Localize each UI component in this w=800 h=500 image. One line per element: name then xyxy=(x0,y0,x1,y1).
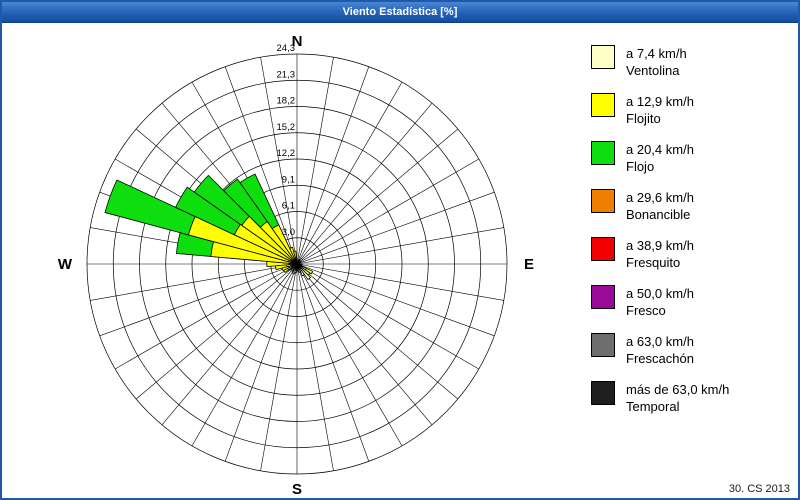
wind-petal-segment xyxy=(294,256,298,265)
legend-item-flojo: a 20,4 km/h Flojo xyxy=(591,141,786,175)
wind-petal-segment xyxy=(296,261,302,265)
grid-spoke xyxy=(99,263,298,337)
wind-petal-segment xyxy=(296,263,305,277)
grid-spoke xyxy=(224,66,298,265)
grid-spoke xyxy=(296,128,459,265)
grid-spoke xyxy=(161,263,298,426)
grid-spoke xyxy=(296,263,403,447)
compass-west-label: W xyxy=(58,256,73,273)
legend-swatch-temporal xyxy=(591,381,615,405)
compass-east-label: E xyxy=(524,256,534,273)
legend-swatch-fresquito xyxy=(591,237,615,261)
grid-spoke xyxy=(90,263,298,301)
grid-spoke xyxy=(296,263,504,301)
legend-swatch-flojo xyxy=(591,141,615,165)
grid-spoke xyxy=(296,102,433,265)
chart-area: 3,0 6,1 9,1 12,2 15,2 18,2 21,3 24,3 N S W E a 7,4 … xyxy=(2,23,798,498)
legend-item-bonancible: a 29,6 km/h Bonancible xyxy=(591,189,786,223)
legend-swatch-flojito xyxy=(591,93,615,117)
legend-speed-label: a 20,4 km/h xyxy=(626,142,694,157)
compass-south-label: S xyxy=(292,481,302,498)
grid-spoke xyxy=(260,263,298,471)
legend-swatch-fresco xyxy=(591,285,615,309)
legend-swatch-frescachon xyxy=(591,333,615,357)
legend-speed-label: a 38,9 km/h xyxy=(626,238,694,253)
legend-name-label: Fresco xyxy=(626,303,666,318)
legend-speed-label: a 12,9 km/h xyxy=(626,94,694,109)
wind-petal-segment xyxy=(296,263,311,280)
legend-name-label: Fresquito xyxy=(626,255,681,270)
ring-label: 24,3 xyxy=(277,43,296,54)
legend-swatch-ventolina xyxy=(591,45,615,69)
grid-spoke xyxy=(224,263,298,462)
wind-rose-chart: 3,0 6,1 9,1 12,2 15,2 18,2 21,3 24,3N S W E xyxy=(58,33,534,498)
ring-label: 9,1 xyxy=(282,174,295,185)
ring-label: 15,2 xyxy=(277,122,296,133)
legend-item-flojito: a 12,9 km/h Flojito xyxy=(591,93,786,127)
legend-name-label: Flojito xyxy=(626,111,661,126)
wind-petal-segment xyxy=(296,258,301,265)
ring-label: 21,3 xyxy=(277,69,296,80)
ring-label: 3,0 xyxy=(282,227,295,238)
legend-speed-label: más de 63,0 km/h xyxy=(626,382,730,397)
grid-spoke xyxy=(296,263,459,400)
grid-spoke xyxy=(135,263,298,400)
grid-spoke xyxy=(296,227,504,265)
grid-spoke xyxy=(296,191,495,265)
grid-spoke xyxy=(296,66,370,265)
grid-spoke xyxy=(114,263,298,370)
legend-name-label: Flojo xyxy=(626,159,655,174)
legend-speed-label: a 7,4 km/h xyxy=(626,46,687,61)
grid-spoke xyxy=(296,263,334,471)
footer-credit: 30. CS 2013 xyxy=(728,483,790,495)
legend-item-frescachon: a 63,0 km/h Frescachón xyxy=(591,333,786,367)
grid-spoke xyxy=(296,263,495,337)
legend-name-label: Temporal xyxy=(626,399,680,414)
grid-spoke xyxy=(191,263,298,447)
legend-name-label: Bonancible xyxy=(626,207,691,222)
grid-spoke xyxy=(296,263,480,370)
legend: a 7,4 km/h Ventolina a 12,9 km/h Flojito a 2… xyxy=(591,45,786,429)
wind-petal-segment xyxy=(286,263,298,268)
legend-swatch-bonancible xyxy=(591,189,615,213)
legend-name-label: Ventolina xyxy=(626,63,680,78)
grid-spoke xyxy=(296,263,370,462)
wind-petal-segment xyxy=(271,224,298,265)
title-bar: Viento Estadística [%] xyxy=(2,2,798,23)
grid-spoke xyxy=(296,57,334,265)
legend-speed-label: a 63,0 km/h xyxy=(626,334,694,349)
legend-speed-label: a 50,0 km/h xyxy=(626,286,694,301)
ring-label: 18,2 xyxy=(277,96,296,107)
ring-label: 6,1 xyxy=(282,201,295,212)
grid-spoke xyxy=(260,57,298,265)
ring-label: 12,2 xyxy=(277,148,296,159)
legend-speed-label: a 29,6 km/h xyxy=(626,190,694,205)
grid-spoke xyxy=(296,81,403,265)
compass-north-label: N xyxy=(292,33,303,50)
grid-spoke xyxy=(296,263,433,426)
legend-item-temporal: más de 63,0 km/h Temporal xyxy=(591,381,786,415)
window-title: Viento Estadística [%] xyxy=(342,6,458,18)
legend-item-ventolina: a 7,4 km/h Ventolina xyxy=(591,45,786,79)
legend-item-fresquito: a 38,9 km/h Fresquito xyxy=(591,237,786,271)
legend-item-fresco: a 50,0 km/h Fresco xyxy=(591,285,786,319)
legend-name-label: Frescachón xyxy=(626,351,694,366)
grid-spoke xyxy=(296,158,480,265)
